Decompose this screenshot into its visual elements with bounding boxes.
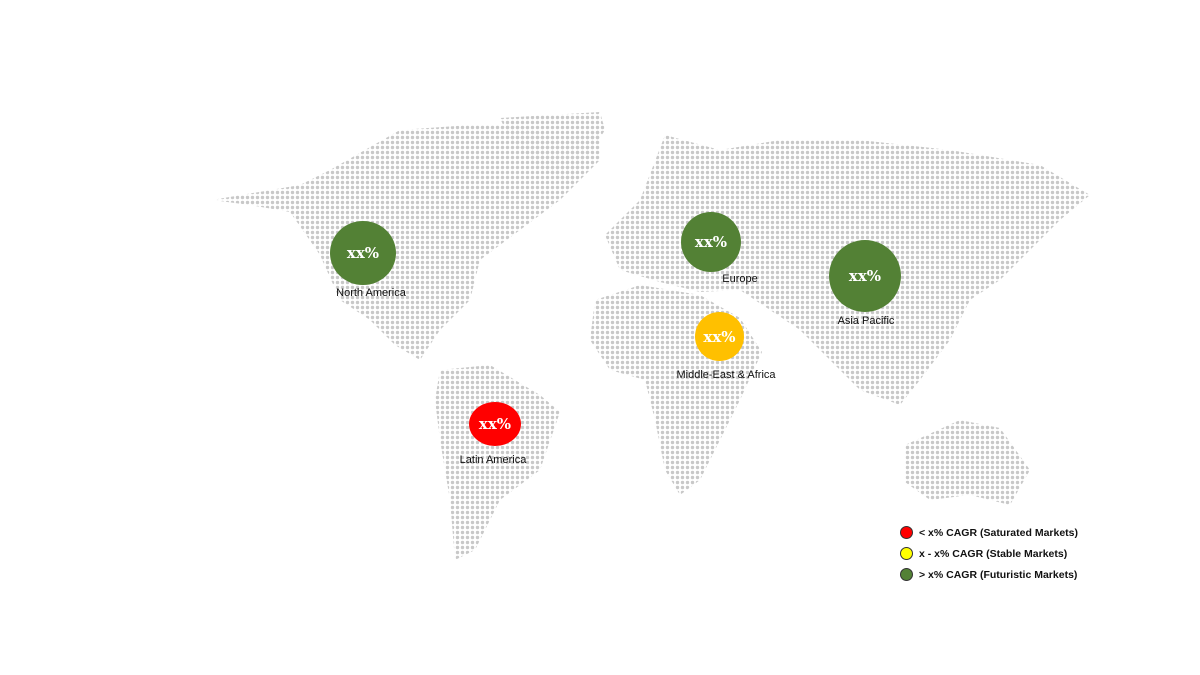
legend-item-futuristic: > x% CAGR (Futuristic Markets) bbox=[900, 564, 1078, 585]
europe-label: Europe bbox=[722, 273, 758, 285]
red-circle-icon bbox=[900, 526, 913, 539]
north-america-bubble: xx% bbox=[330, 221, 396, 285]
latin-america-bubble: xx% bbox=[469, 402, 521, 446]
legend-label: > x% CAGR (Futuristic Markets) bbox=[919, 568, 1078, 581]
north-america-label: North America bbox=[336, 287, 406, 299]
south-america-landmass bbox=[435, 365, 560, 560]
legend-label: < x% CAGR (Saturated Markets) bbox=[919, 526, 1079, 539]
africa-landmass bbox=[590, 285, 762, 495]
north-america-landmass bbox=[212, 125, 600, 360]
latin-america-label: Latin America bbox=[459, 454, 527, 466]
legend-label: x - x% CAGR (Stable Markets) bbox=[919, 547, 1068, 560]
middle-east-africa-label: Middle-East & Africa bbox=[676, 369, 776, 381]
yellow-circle-icon bbox=[900, 547, 913, 560]
australia-landmass bbox=[905, 420, 1030, 505]
green-circle-icon bbox=[900, 568, 913, 581]
legend: < x% CAGR (Saturated Markets) x - x% CAG… bbox=[900, 522, 1078, 585]
legend-item-saturated: < x% CAGR (Saturated Markets) bbox=[900, 522, 1078, 543]
middle-east-africa-bubble: xx% bbox=[695, 312, 744, 361]
europe-bubble: xx% bbox=[681, 212, 741, 272]
asia-pacific-bubble: xx% bbox=[829, 240, 901, 312]
legend-item-stable: x - x% CAGR (Stable Markets) bbox=[900, 543, 1078, 564]
greenland-landmass bbox=[500, 112, 605, 185]
asia-pacific-label: Asia Pacific bbox=[837, 315, 895, 327]
